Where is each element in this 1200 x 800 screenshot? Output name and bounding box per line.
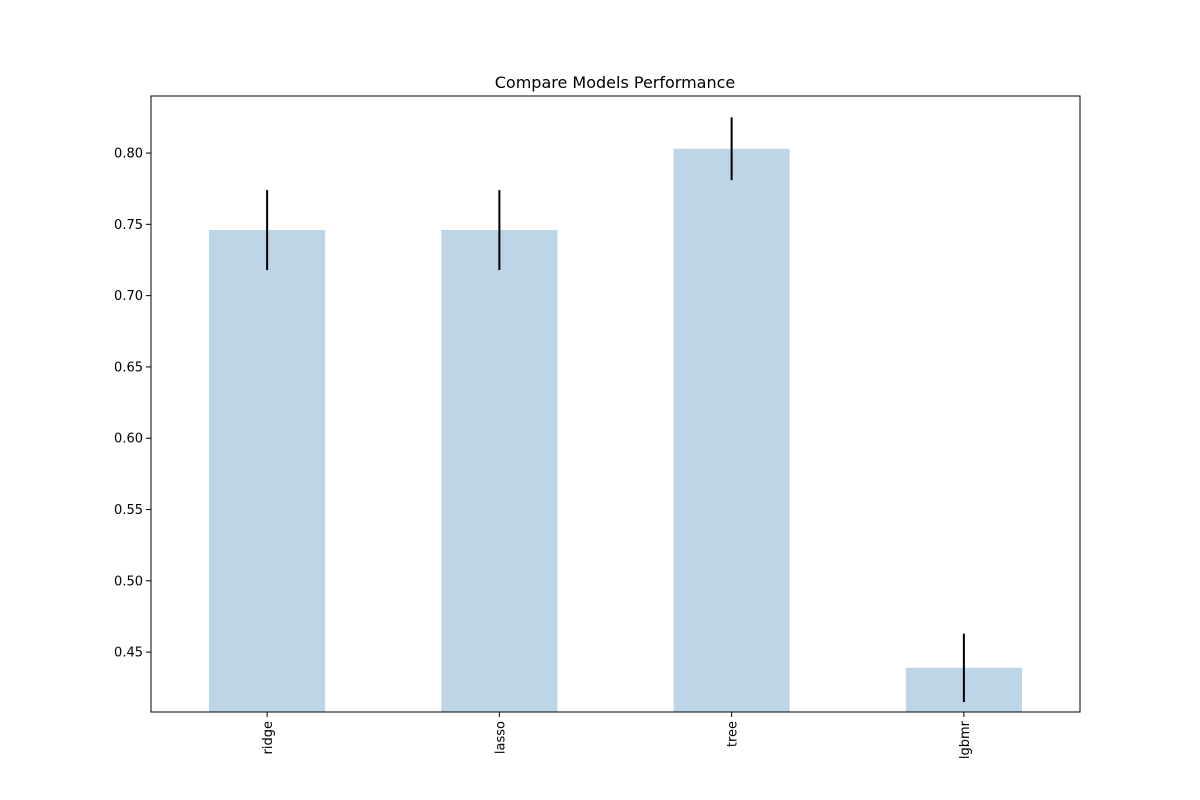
bar-lasso bbox=[441, 230, 558, 712]
y-axis: 0.45 0.50 0.55 0.60 0.65 0.70 0.75 0.80 bbox=[114, 147, 151, 661]
y-tick-label: 0.45 bbox=[114, 646, 143, 661]
y-tick-label: 0.80 bbox=[114, 147, 143, 162]
y-tick-label: 0.70 bbox=[114, 289, 143, 304]
y-tick-label: 0.75 bbox=[114, 218, 143, 233]
x-tick-label-tree: tree bbox=[726, 721, 741, 747]
bar-ridge bbox=[209, 230, 326, 712]
x-tick-label-lgbmr: lgbmr bbox=[958, 720, 973, 759]
y-tick-label: 0.60 bbox=[114, 432, 143, 447]
plot-frame bbox=[150, 95, 1081, 713]
x-tick-label-lasso: lasso bbox=[493, 721, 508, 754]
x-tick-label-ridge: ridge bbox=[261, 721, 276, 754]
bars-layer bbox=[209, 148, 1022, 712]
y-tick-label: 0.55 bbox=[114, 503, 143, 518]
chart-title: Compare Models Performance bbox=[495, 73, 736, 92]
y-tick-label: 0.65 bbox=[114, 360, 143, 375]
y-tick-label: 0.50 bbox=[114, 574, 143, 589]
bar-tree bbox=[673, 148, 790, 712]
error-bars-layer bbox=[266, 117, 965, 703]
x-axis: ridge lasso tree lgbmr bbox=[261, 712, 973, 759]
